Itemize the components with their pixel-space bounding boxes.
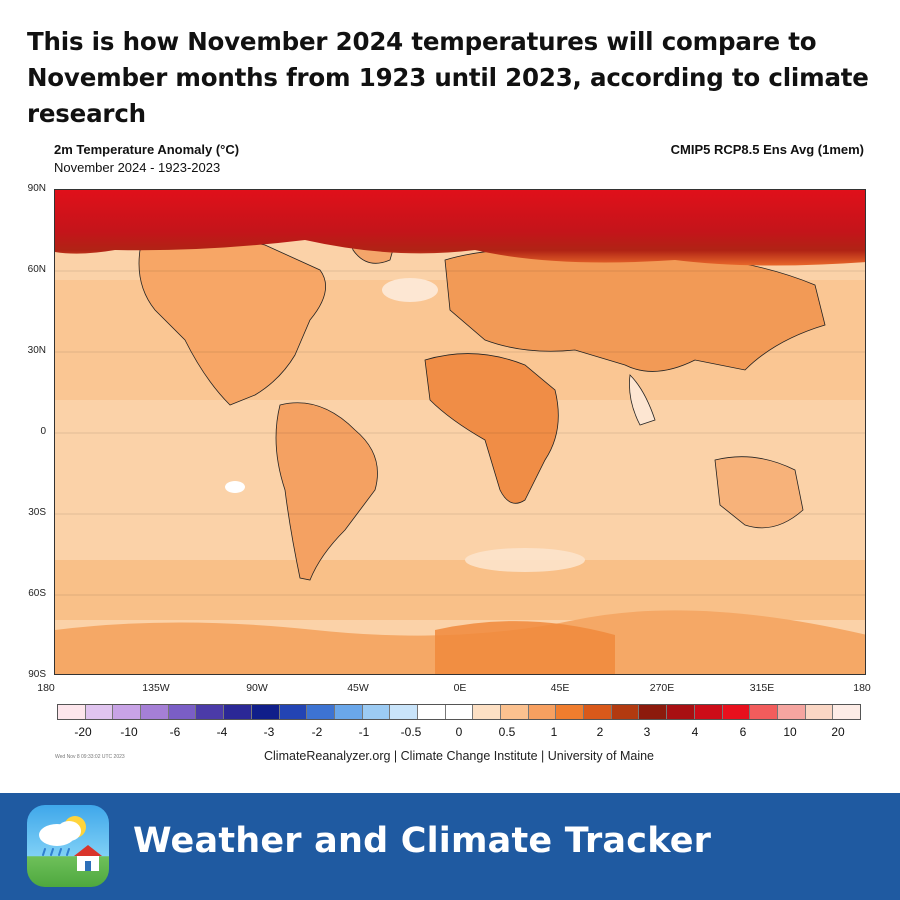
legend-swatch bbox=[694, 705, 723, 719]
legend-label: -6 bbox=[169, 725, 181, 739]
lat-tick: 60N bbox=[27, 264, 46, 275]
legend-label: -1 bbox=[358, 725, 370, 739]
legend-swatch bbox=[113, 705, 142, 719]
africa bbox=[424, 353, 559, 504]
legend-label: 10 bbox=[783, 725, 797, 739]
southern-ocean-band bbox=[55, 560, 865, 620]
legend-label: -20 bbox=[74, 725, 92, 739]
legend-label: -3 bbox=[263, 725, 275, 739]
legend-label: 3 bbox=[643, 725, 651, 739]
legend-swatch bbox=[417, 705, 446, 719]
lat-tick: 60S bbox=[28, 588, 46, 599]
legend-swatch bbox=[224, 705, 252, 719]
map-subtitle: November 2024 - 1923-2023 bbox=[54, 160, 221, 175]
india bbox=[629, 374, 656, 426]
legend-swatch bbox=[639, 705, 668, 719]
legend-swatch bbox=[750, 705, 778, 719]
legend-swatch bbox=[168, 705, 197, 719]
legend-label: -0.5 bbox=[400, 725, 422, 739]
lon-tick: 0E bbox=[453, 682, 467, 694]
pacific-patch bbox=[225, 481, 245, 493]
legend-swatch bbox=[667, 705, 695, 719]
legend-swatch bbox=[528, 705, 557, 719]
legend-swatch bbox=[556, 705, 585, 719]
legend-swatch bbox=[307, 705, 335, 719]
legend-swatch bbox=[777, 705, 806, 719]
legend-label: 20 bbox=[831, 725, 845, 739]
legend-label: 1 bbox=[550, 725, 558, 739]
lat-tick: 30S bbox=[28, 507, 46, 518]
timestamp: Wed Nov 8 09:33:02 UTC 2023 bbox=[55, 754, 125, 760]
lon-tick: 90W bbox=[246, 682, 268, 694]
legend-swatch bbox=[362, 705, 391, 719]
credits: ClimateReanalyzer.org | Climate Change I… bbox=[264, 749, 654, 763]
lon-tick: 135W bbox=[142, 682, 170, 694]
legend-swatch bbox=[334, 705, 363, 719]
legend-swatch bbox=[58, 705, 86, 719]
legend-swatch bbox=[722, 705, 751, 719]
legend-swatch bbox=[141, 705, 169, 719]
legend-swatch bbox=[584, 705, 612, 719]
arctic-warming bbox=[55, 190, 865, 266]
legend-label: 4 bbox=[691, 725, 699, 739]
anomaly-map-svg bbox=[55, 190, 865, 674]
graticule bbox=[55, 270, 865, 596]
headline: This is how November 2024 temperatures w… bbox=[27, 27, 869, 128]
legend-label: 6 bbox=[739, 725, 747, 739]
lon-tick: 45E bbox=[550, 682, 570, 694]
legend-swatch bbox=[251, 705, 280, 719]
lat-tick: 90S bbox=[28, 669, 46, 680]
legend-label: 2 bbox=[596, 725, 604, 739]
legend-label: -10 bbox=[120, 725, 138, 739]
legend-swatch bbox=[473, 705, 501, 719]
lat-tick: 0 bbox=[40, 426, 46, 437]
australia bbox=[714, 456, 804, 529]
lat-tick: 90N bbox=[27, 183, 46, 194]
lon-tick: 270E bbox=[649, 682, 675, 694]
weather-house-icon bbox=[27, 805, 109, 887]
color-legend bbox=[57, 704, 861, 720]
map-title: 2m Temperature Anomaly (°C) bbox=[54, 142, 240, 157]
legend-swatch bbox=[611, 705, 640, 719]
model-label: CMIP5 RCP8.5 Ens Avg (1mem) bbox=[670, 142, 864, 157]
legend-label: 0.5 bbox=[498, 725, 516, 739]
lon-tick: 180 bbox=[853, 682, 871, 694]
legend-swatch bbox=[196, 705, 225, 719]
legend-swatch bbox=[279, 705, 308, 719]
lon-tick: 315E bbox=[749, 682, 775, 694]
lat-tick: 30N bbox=[27, 345, 46, 356]
lon-tick: 45W bbox=[347, 682, 369, 694]
app-name: Weather and Climate Tracker bbox=[133, 821, 712, 861]
lon-tick: 180 bbox=[37, 682, 55, 694]
legend-swatch bbox=[445, 705, 474, 719]
legend-label: 0 bbox=[455, 725, 463, 739]
legend-swatch bbox=[85, 705, 114, 719]
legend-swatch bbox=[805, 705, 834, 719]
south-america bbox=[275, 402, 378, 581]
footer-banner: Weather and Climate Tracker bbox=[0, 793, 900, 900]
legend-swatch bbox=[833, 705, 860, 719]
north-atlantic-patch bbox=[382, 278, 438, 302]
legend-label: -2 bbox=[311, 725, 323, 739]
anomaly-map bbox=[54, 189, 866, 675]
legend-label: -4 bbox=[216, 725, 228, 739]
legend-swatch bbox=[390, 705, 418, 719]
legend-swatch bbox=[501, 705, 529, 719]
